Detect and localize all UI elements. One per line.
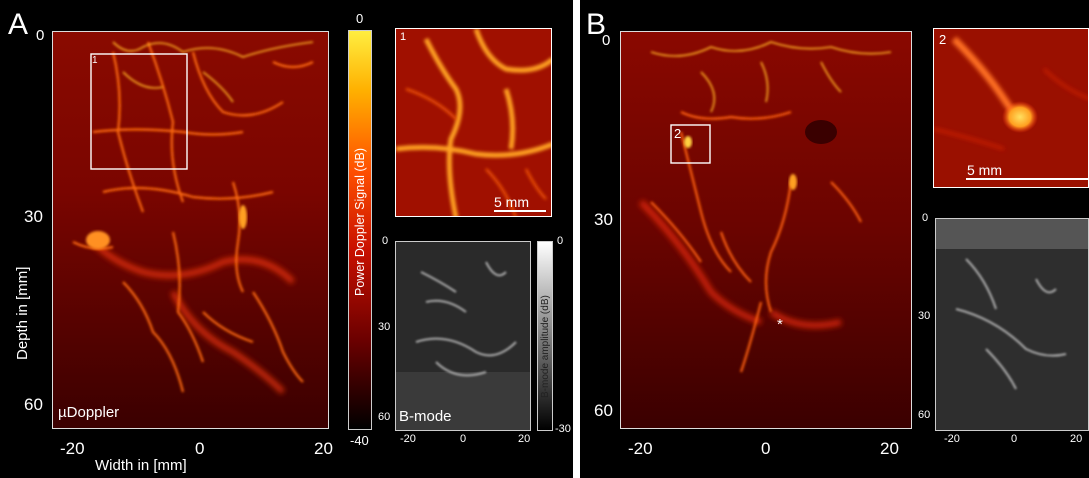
depth-tick-a-0: 0 bbox=[36, 27, 45, 44]
doppler-colorbar bbox=[348, 30, 372, 430]
zoom-inset-1 bbox=[395, 28, 552, 217]
scale-bar-label-2: 5 mm bbox=[967, 162, 1002, 178]
inset-label-1: 1 bbox=[400, 31, 407, 43]
width-tick-a-20: 20 bbox=[314, 439, 333, 458]
bmode-colorbar-label: B-mode amplitude (dB) bbox=[540, 295, 551, 398]
width-tick-b-0: 0 bbox=[761, 439, 771, 458]
colorbar-tick-neg40: -40 bbox=[350, 433, 369, 448]
bmode-colorbar-tick-neg30: -30 bbox=[555, 423, 571, 435]
bmode-width-tick-b-neg20: -20 bbox=[944, 433, 960, 445]
depth-tick-b-30: 30 bbox=[594, 210, 613, 229]
bmode-depth-tick-a-0: 0 bbox=[382, 235, 389, 247]
colorbar-tick-0: 0 bbox=[356, 11, 364, 26]
bmode-width-tick-a-20: 20 bbox=[518, 433, 531, 445]
bmode-depth-tick-a-60: 60 bbox=[378, 411, 391, 423]
zoom-inset-2 bbox=[933, 28, 1089, 188]
bmode-image-a bbox=[395, 241, 531, 431]
bmode-image-b bbox=[935, 218, 1089, 431]
depth-tick-a-30: 30 bbox=[24, 207, 43, 226]
panel-a-letter: A bbox=[8, 8, 29, 41]
scale-bar-label-1: 5 mm bbox=[494, 194, 529, 210]
roi-label-a: 1 bbox=[92, 55, 98, 66]
width-tick-a-0: 0 bbox=[195, 439, 205, 458]
bmode-colorbar bbox=[537, 241, 553, 431]
udoppler-label: µDoppler bbox=[58, 404, 120, 421]
bmode-width-tick-a-0: 0 bbox=[460, 433, 467, 445]
doppler-image-a bbox=[52, 31, 329, 429]
bmode-depth-tick-b-30: 30 bbox=[918, 310, 931, 322]
inset-label-2: 2 bbox=[939, 32, 947, 47]
doppler-image-b bbox=[620, 31, 912, 429]
bmode-colorbar-tick-0: 0 bbox=[557, 235, 564, 247]
width-axis-label-a: Width in [mm] bbox=[95, 457, 187, 474]
width-tick-a-neg20: -20 bbox=[60, 439, 85, 458]
width-tick-b-20: 20 bbox=[880, 439, 899, 458]
bmode-width-tick-b-20: 20 bbox=[1070, 433, 1083, 445]
bmode-depth-tick-a-30: 30 bbox=[378, 321, 391, 333]
colorbar-label: Power Doppler Signal (dB) bbox=[353, 148, 367, 296]
roi-label-b: 2 bbox=[674, 126, 682, 141]
bmode-depth-tick-b-0: 0 bbox=[922, 212, 929, 224]
panel-divider bbox=[573, 0, 580, 478]
bmode-depth-tick-b-60: 60 bbox=[918, 409, 931, 421]
depth-tick-b-0: 0 bbox=[602, 32, 611, 49]
bmode-label: B-mode bbox=[399, 408, 452, 425]
asterisk-marker: * bbox=[777, 316, 783, 333]
width-tick-b-neg20: -20 bbox=[628, 439, 653, 458]
depth-tick-b-60: 60 bbox=[594, 401, 613, 420]
bmode-width-tick-a-neg20: -20 bbox=[400, 433, 416, 445]
depth-axis-label-a: Depth in [mm] bbox=[14, 266, 31, 360]
panel-b-letter: B bbox=[586, 8, 607, 41]
bmode-width-tick-b-0: 0 bbox=[1011, 433, 1018, 445]
depth-tick-a-60: 60 bbox=[24, 395, 43, 414]
